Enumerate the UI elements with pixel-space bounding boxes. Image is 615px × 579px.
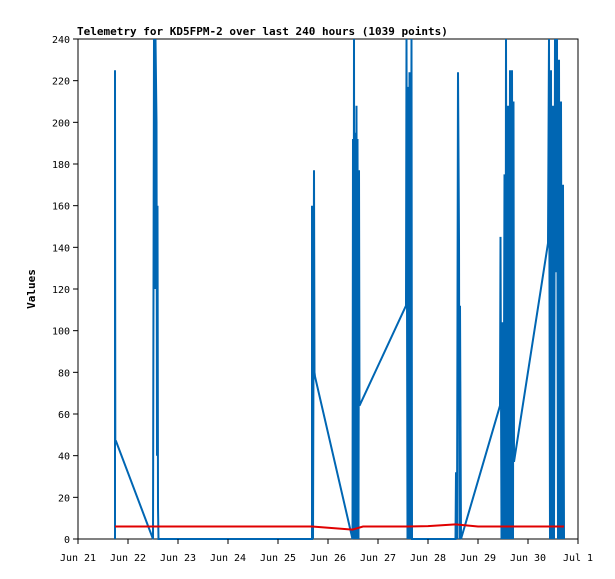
x-tick-label: Jun 27 [360,553,396,564]
y-tick-label: 40 [58,452,70,463]
y-tick-label: 180 [52,160,70,171]
chart-title: Telemetry for KD5FPM-2 over last 240 hou… [77,25,448,38]
x-tick-label: Jun 29 [460,553,496,564]
x-tick-label: Jun 30 [510,553,546,564]
y-tick-label: 60 [58,410,70,421]
y-tick-label: 160 [52,202,70,213]
x-tick-label: Jul 1 [563,553,593,564]
x-tick-label: Jun 21 [60,553,96,564]
x-tick-label: Jun 22 [110,553,146,564]
series-layer [114,38,565,540]
x-tick-label: Jun 23 [160,553,196,564]
series-line-1 [115,523,564,531]
x-tick-label: Jun 24 [210,553,246,564]
y-tick-label: 120 [52,285,70,296]
y-tick-label: 240 [52,35,70,46]
y-axis-label: Values [25,269,38,309]
y-tick-label: 80 [58,368,70,379]
y-tick-label: 20 [58,493,70,504]
x-axis: Jun 21 Jun 22 Jun 23 Jun 24 Jun 25 Jun 26 Jun … [60,539,593,564]
series-line-0 [114,38,565,540]
y-tick-label: 200 [52,118,70,129]
y-tick-label: 220 [52,77,70,88]
y-tick-label: 0 [64,535,70,546]
x-tick-label: Jun 28 [410,553,446,564]
y-tick-label: 140 [52,243,70,254]
y-tick-label: 100 [52,327,70,338]
x-tick-label: Jun 25 [260,553,296,564]
x-tick-label: Jun 26 [310,553,346,564]
y-axis: 0 20 40 60 80 100 120 140 160 180 200 220 240 [52,35,78,546]
